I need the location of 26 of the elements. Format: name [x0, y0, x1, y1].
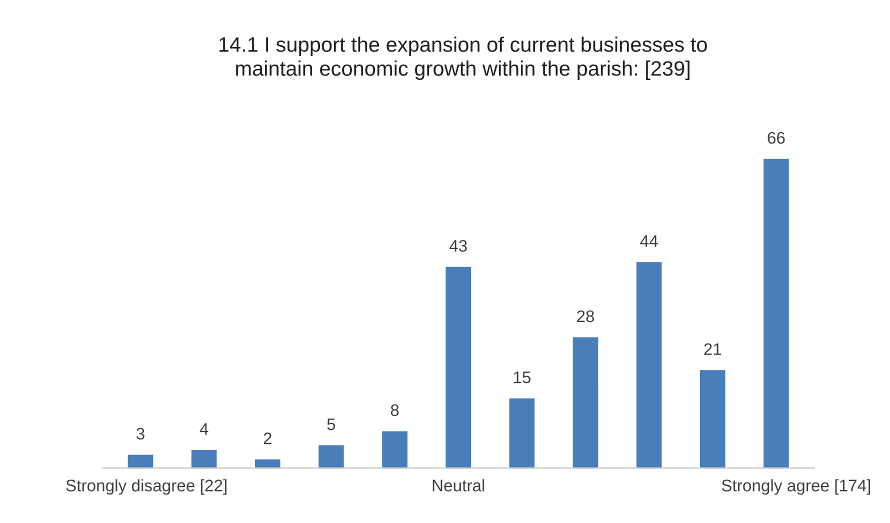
chart-title: 14.1 I support the expansion of current businesses to maintain economic growth within the parish: [239]: [219, 36, 707, 80]
data-label: 5: [327, 418, 336, 430]
data-label: 3: [136, 428, 144, 440]
bar: [444, 265, 472, 468]
bar: [571, 336, 600, 468]
data-label: 44: [640, 235, 658, 247]
bar: [698, 368, 727, 468]
data-label: 2: [264, 432, 272, 444]
bar: [126, 453, 155, 468]
data-label: 15: [514, 372, 530, 384]
data-label: 43: [449, 240, 467, 252]
data-label: 21: [704, 343, 722, 355]
data-label: 66: [768, 132, 785, 144]
bar: [762, 157, 790, 468]
data-label: 28: [577, 310, 594, 322]
x-tick-label: Neutral: [432, 479, 484, 492]
data-label: 8: [390, 404, 399, 416]
bar: [190, 448, 218, 468]
x-tick-label: Strongly agree [174]: [722, 479, 870, 495]
bar: [380, 430, 409, 468]
bar: [317, 444, 346, 468]
data-label: 4: [200, 423, 208, 435]
bar: [508, 396, 536, 468]
bar: [635, 260, 664, 468]
bar: [254, 458, 282, 468]
x-tick-label: Strongly disagree [22]: [66, 479, 226, 495]
